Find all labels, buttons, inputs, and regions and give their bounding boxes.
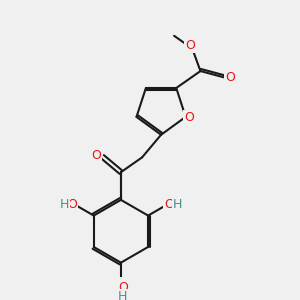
Text: O: O xyxy=(91,149,101,162)
Text: O: O xyxy=(185,39,195,52)
Text: O: O xyxy=(184,111,194,124)
Text: O: O xyxy=(225,71,235,84)
Text: O: O xyxy=(68,198,77,211)
Text: H: H xyxy=(118,290,128,300)
Text: O: O xyxy=(118,281,128,294)
Text: H: H xyxy=(59,198,69,211)
Text: H: H xyxy=(173,198,182,211)
Text: O: O xyxy=(164,198,174,211)
